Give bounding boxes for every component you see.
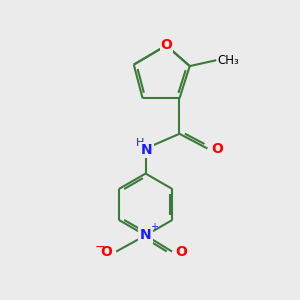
Text: O: O <box>176 244 188 259</box>
Text: CH₃: CH₃ <box>218 54 239 67</box>
Text: O: O <box>160 38 172 52</box>
Text: O: O <box>101 244 112 259</box>
Text: H: H <box>136 138 145 148</box>
Text: −: − <box>95 241 105 254</box>
Text: O: O <box>211 142 223 155</box>
Text: +: + <box>150 222 158 232</box>
Text: N: N <box>141 143 153 157</box>
Text: N: N <box>140 228 152 242</box>
